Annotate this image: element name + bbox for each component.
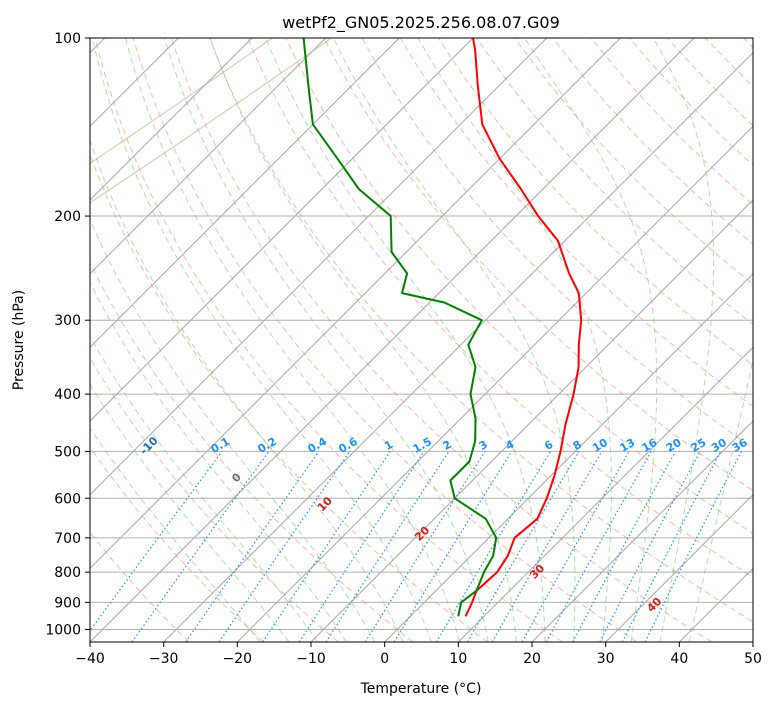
isobar-grid — [90, 38, 753, 630]
mixing-ratio-line — [325, 451, 450, 642]
mixing-ratio-line — [90, 451, 223, 632]
mixing-ratio-line — [393, 451, 513, 642]
isotherm-line — [90, 38, 474, 422]
isotherm-grid — [90, 38, 753, 642]
dry-adiabat — [323, 38, 753, 492]
dry-adiabat — [94, 38, 563, 642]
dry-adiabat — [90, 357, 339, 642]
x-tick-label: 50 — [744, 651, 762, 667]
plot-area: 0.10.20.40.611.52346810131620253036-100-… — [90, 38, 753, 642]
y-tick-label: 900 — [54, 595, 81, 611]
x-axis-label: Temperature (°C) — [360, 681, 482, 697]
y-tick-label: 1000 — [45, 622, 81, 638]
mixing-ratio-line — [644, 451, 743, 642]
moist-adiabats — [90, 38, 753, 642]
y-tick-label: 700 — [54, 531, 81, 547]
dry-adiabats — [90, 38, 753, 642]
y-tick-label: 300 — [54, 313, 81, 329]
y-tick-label: 400 — [54, 387, 81, 403]
profile-series — [302, 38, 583, 617]
x-tick-label: −40 — [75, 651, 105, 667]
plot-frame — [89, 37, 754, 643]
mixing-ratio-line — [621, 451, 722, 642]
mixing-ratio-line — [572, 451, 677, 642]
isotherm-line — [90, 38, 695, 642]
moist-adiabat — [209, 38, 517, 642]
moist-adiabat — [90, 218, 376, 642]
dry-adiabat — [90, 261, 414, 642]
y-tick-label: 500 — [54, 444, 81, 460]
x-tick-label: −20 — [223, 651, 253, 667]
isotherm-line — [236, 125, 753, 642]
isotherm-line — [90, 38, 327, 275]
moist-adiabat — [163, 38, 489, 642]
x-tick-label: 10 — [449, 651, 467, 667]
moist-adiabat — [688, 356, 753, 642]
mixing-ratio-line — [262, 451, 391, 642]
mixing-ratio-line — [131, 451, 270, 642]
x-axis-ticks: −40 −30 −20 −10 0 10 20 30 40 50 — [75, 642, 762, 667]
x-tick-label: −10 — [296, 651, 326, 667]
mixing-ratio-line — [521, 451, 630, 642]
series-temperature — [464, 38, 583, 617]
y-tick-label: 100 — [54, 31, 81, 47]
mixing-ratio-line — [298, 451, 425, 642]
moist-adiabat — [90, 281, 347, 642]
dry-adiabat — [170, 38, 712, 642]
isotherm-line — [457, 346, 753, 642]
x-tick-label: 20 — [523, 651, 541, 667]
isotherm-line — [531, 420, 753, 642]
mixing-ratio-line — [218, 451, 351, 642]
x-tick-label: 40 — [670, 651, 688, 667]
x-tick-label: −30 — [149, 651, 179, 667]
moist-adiabat — [91, 38, 432, 642]
dry-adiabat — [209, 38, 753, 623]
isotherm-line — [384, 272, 753, 642]
moist-adiabat — [90, 383, 290, 642]
mixing-ratio-line — [545, 451, 652, 642]
y-axis-ticks: 100 200 300 400 500 600 700 800 900 1000 — [45, 31, 90, 638]
adiabat-labels: 0.10.20.40.611.52346810131620253036-100-… — [137, 434, 750, 615]
moist-adiabat — [265, 38, 546, 642]
dry-adiabat — [90, 446, 264, 642]
mixing-ratio-line — [185, 451, 320, 642]
dry-adiabat — [476, 38, 753, 326]
isotherm-line — [90, 38, 253, 201]
isotherm-line — [163, 51, 753, 642]
y-axis-label: Pressure (hPa) — [11, 290, 27, 390]
isotherm-line — [90, 38, 548, 496]
moist-adiabat — [90, 335, 319, 642]
dry-adiabat — [247, 38, 753, 578]
isotherm-line — [605, 493, 753, 642]
moist-adiabat — [652, 38, 715, 642]
dry-adiabat — [285, 38, 753, 535]
x-tick-label: 0 — [380, 651, 389, 667]
chart-title: wetPf2_GN05.2025.256.08.07.G09 — [282, 13, 560, 33]
moist-adiabat — [333, 38, 576, 642]
series-dewpoint — [302, 38, 498, 617]
y-tick-label: 200 — [54, 209, 81, 225]
x-tick-label: 30 — [597, 651, 615, 667]
y-tick-label: 600 — [54, 491, 81, 507]
moist-adiabat — [125, 38, 461, 642]
moist-adiabat — [524, 38, 658, 642]
mixing-ratio-lines — [90, 451, 743, 642]
moist-adiabat — [90, 427, 261, 642]
isotherm-line — [90, 38, 400, 349]
dry-adiabat — [514, 38, 753, 285]
isotherm-line — [90, 38, 621, 570]
y-tick-label: 800 — [54, 565, 81, 581]
moist-adiabat — [90, 138, 404, 642]
